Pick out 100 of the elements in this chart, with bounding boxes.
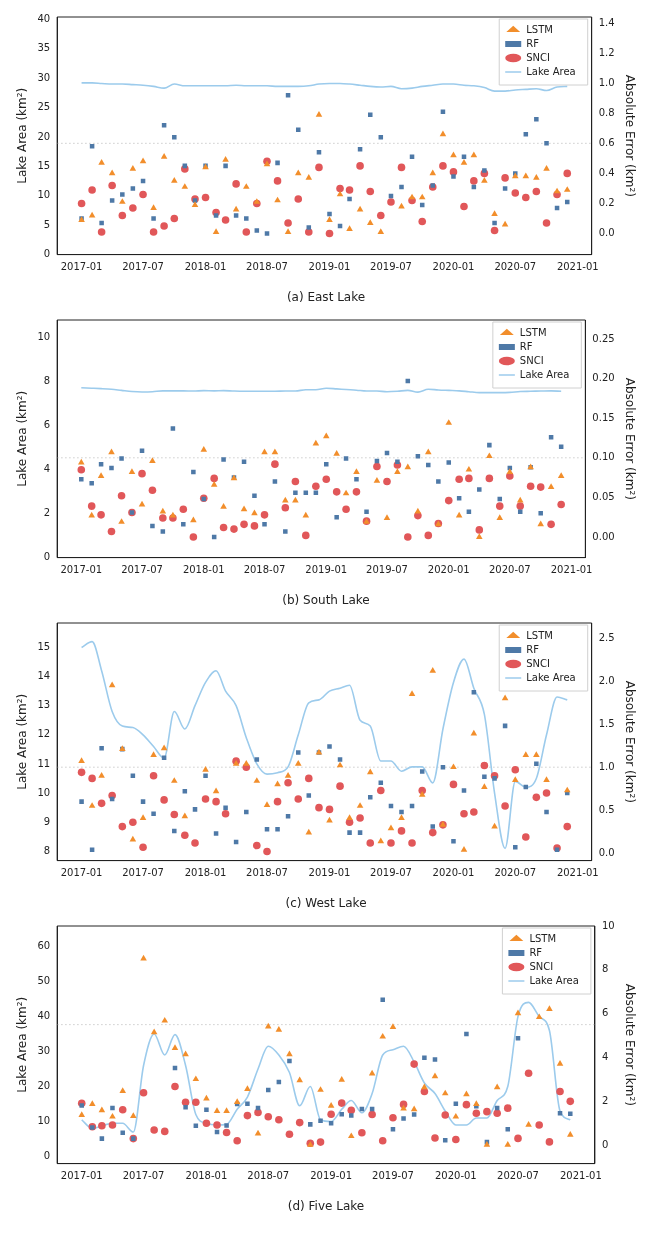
y2-tick-label: 2.0 [598, 674, 615, 686]
y-tick-label: 10 [37, 189, 51, 201]
x-tick-label: 2018-07 [246, 261, 288, 273]
legend-label: LSTM [526, 23, 553, 35]
y-tick-label: 25 [37, 101, 51, 113]
y-tick-label: 20 [37, 130, 51, 142]
y2-axis-title: Absolute Error (km²) [622, 74, 637, 197]
x-tick-label: 2017-07 [122, 1170, 165, 1182]
y-tick-label: 14 [37, 670, 51, 682]
x-tick-label: 2017-07 [122, 867, 164, 879]
y-tick-label: 0 [43, 551, 51, 563]
legend-label: Lake Area [519, 368, 570, 380]
text: (d) Five Lake [287, 1198, 365, 1213]
y-tick-label: 8 [43, 375, 51, 387]
y-tick-label: 30 [37, 71, 51, 83]
y2-axis-title: Absolute Error (km²) [622, 983, 637, 1106]
y2-tick-label: 1.0 [598, 760, 615, 772]
y-tick-label: 2 [43, 507, 51, 519]
x-tick-label: 2018-07 [247, 1170, 290, 1182]
y-tick-label: 0 [43, 248, 51, 260]
y2-tick-label: 2 [601, 1094, 609, 1106]
y-tick-label: 10 [37, 331, 51, 343]
y-tick-label: 0 [43, 1150, 51, 1162]
y2-tick-label: 0.2 [598, 197, 615, 209]
x-tick-label: 2019-07 [370, 867, 412, 879]
y2-tick-label: 6 [601, 1007, 609, 1019]
x-tick-label: 2019-01 [305, 564, 348, 576]
y-tick-label: 15 [37, 641, 51, 653]
x-tick-label: 2020-01 [432, 261, 475, 273]
legend-label: Lake Area [526, 671, 576, 683]
y-tick-label: 60 [37, 939, 51, 951]
y2-tick-label: 1.2 [598, 46, 615, 58]
y-tick-label: 10 [37, 786, 51, 798]
x-tick-label: 2019-07 [372, 1170, 414, 1182]
y2-tick-label: 0.5 [598, 803, 615, 815]
x-tick-label: 2020-01 [434, 1170, 477, 1182]
y2-tick-label: 8 [601, 963, 609, 975]
x-tick-label: 2017-01 [60, 1170, 103, 1182]
y-tick-label: 5 [43, 218, 51, 230]
x-tick-label: 2018-07 [243, 564, 286, 576]
y-tick-label: 8 [43, 844, 51, 856]
x-tick-label: 2019-01 [310, 1170, 353, 1182]
y2-tick-label: 1.5 [598, 717, 615, 729]
x-tick-label: 2017-01 [60, 261, 103, 273]
y2-axis-title: Absolute Error (km²) [622, 377, 637, 500]
y2-tick-label: 0.4 [598, 166, 615, 178]
y2-tick-label: 0.00 [592, 530, 615, 542]
x-tick-label: 2021-01 [556, 867, 599, 879]
y-axis-title: Lake Area (km²) [15, 693, 30, 790]
y2-tick-label: 0.6 [598, 136, 615, 148]
legend-label: SNCI [526, 657, 550, 669]
x-tick-label: 2020-07 [488, 564, 531, 576]
legend-label: RF [529, 946, 543, 958]
y-axis-title: Lake Area (km²) [15, 87, 30, 184]
y2-tick-label: 0.0 [598, 227, 615, 239]
y2-tick-label: 0.15 [592, 411, 615, 423]
y-tick-label: 9 [43, 815, 51, 827]
y2-tick-label: 0.20 [592, 372, 615, 384]
y-tick-label: 11 [37, 757, 51, 769]
y2-tick-label: 10 [601, 919, 615, 931]
y-axis-title: Lake Area (km²) [15, 996, 30, 1093]
legend-label: SNCI [529, 960, 554, 972]
legend-label: LSTM [529, 932, 557, 944]
x-tick-label: 2018-01 [182, 564, 225, 576]
y2-tick-label: 0.10 [592, 451, 615, 463]
y-tick-label: 15 [37, 159, 51, 171]
x-tick-label: 2018-01 [184, 867, 227, 879]
y-tick-label: 10 [37, 1115, 51, 1127]
y2-tick-label: 0.8 [598, 106, 615, 118]
y-tick-label: 6 [43, 419, 51, 431]
x-tick-label: 2021-01 [556, 261, 599, 273]
legend-label: SNCI [519, 354, 544, 366]
y-tick-label: 13 [37, 699, 51, 711]
x-tick-label: 2020-07 [497, 1170, 539, 1182]
x-tick-label: 2018-01 [185, 1170, 228, 1182]
y-tick-label: 50 [37, 974, 51, 986]
x-tick-label: 2018-01 [184, 261, 227, 273]
y2-tick-label: 0.0 [598, 846, 615, 858]
x-tick-label: 2021-01 [550, 564, 593, 576]
y2-tick-label: 0 [601, 1138, 609, 1150]
x-tick-label: 2017-01 [60, 867, 103, 879]
text: (b) South Lake [282, 592, 370, 607]
legend-label: SNCI [526, 51, 550, 63]
y-tick-label: 35 [37, 42, 51, 54]
x-tick-label: 2017-07 [122, 261, 164, 273]
y-tick-label: 4 [43, 463, 51, 475]
y2-tick-label: 4 [601, 1051, 609, 1063]
x-tick-label: 2019-07 [370, 261, 412, 273]
legend-label: LSTM [526, 629, 553, 641]
y-axis-title: Lake Area (km²) [15, 390, 30, 487]
x-tick-label: 2019-07 [366, 564, 408, 576]
x-tick-label: 2017-01 [60, 564, 103, 576]
y-tick-label: 12 [37, 728, 51, 740]
legend-label: RF [519, 340, 533, 352]
y-tick-label: 40 [37, 12, 51, 24]
y2-tick-label: 0.05 [592, 491, 615, 502]
y2-axis-title: Absolute Error (km²) [622, 680, 637, 803]
x-tick-label: 2020-01 [427, 564, 470, 576]
x-tick-label: 2019-01 [308, 867, 351, 879]
text: (a) East Lake [286, 289, 366, 304]
